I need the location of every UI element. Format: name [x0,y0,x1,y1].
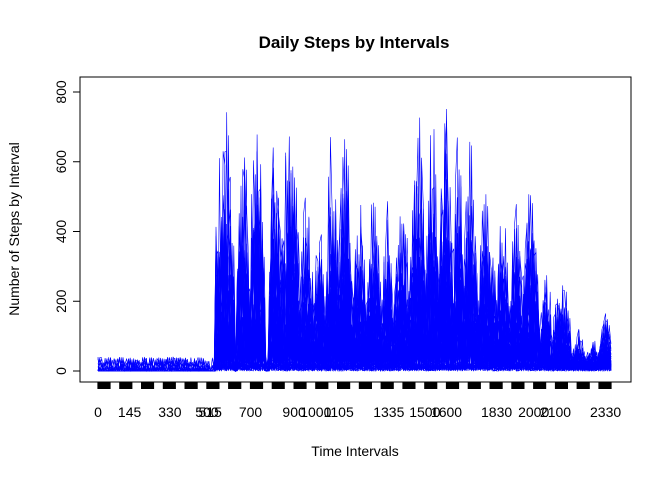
series-line-61 [98,249,612,372]
x-tick-label: 1000 [300,404,331,420]
y-axis-label: Number of Steps by Interval [6,142,22,316]
x-axis-label: Time Intervals [311,443,398,459]
y-tick-label: 600 [53,150,69,174]
x-tick-label: 1335 [373,404,404,420]
y-tick-label: 400 [53,220,69,244]
x-tick-label: 0 [94,404,102,420]
chart-title: Daily Steps by Intervals [259,33,450,52]
x-tick-label: 900 [282,404,306,420]
y-tick-label: 0 [53,367,69,375]
y-axis: 0 200 400 600 800 [53,80,81,375]
series-line-55 [98,197,612,373]
x-tick-label: 2100 [540,404,571,420]
x-tick-label: 2330 [590,404,621,420]
x-tick-label: 1600 [431,404,462,420]
y-tick-label: 800 [53,80,69,104]
x-tick-label: 1830 [481,404,512,420]
x-tick-label: 515 [199,404,223,420]
x-tick-label: 330 [158,404,182,420]
x-tick-label: 145 [118,404,142,420]
x-tick-label: 1105 [324,404,354,420]
x-tick-label: 500 [195,404,219,420]
x-tick-marks [97,382,612,389]
x-tick-label: 2000 [518,404,549,420]
x-tick-label: 1500 [409,404,440,420]
x-tick-label: 700 [239,404,263,420]
y-tick-label: 200 [53,289,69,313]
series-lines [97,108,612,373]
